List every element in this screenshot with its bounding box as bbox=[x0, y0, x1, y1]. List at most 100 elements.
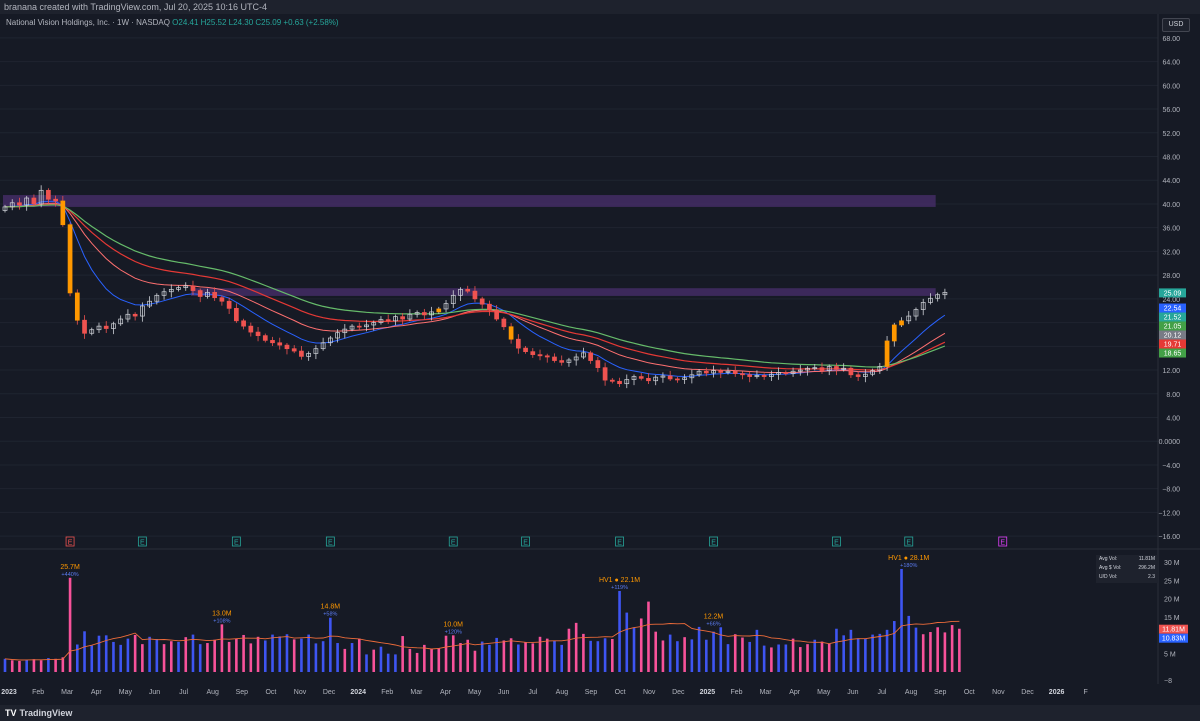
volume-bar bbox=[162, 644, 166, 672]
candle-body bbox=[82, 319, 87, 334]
candle-body bbox=[566, 359, 572, 363]
price-tick-label: 28.00 bbox=[1162, 273, 1180, 280]
volume-bar bbox=[849, 629, 853, 672]
volume-bar bbox=[618, 590, 621, 672]
volume-bar bbox=[235, 639, 238, 672]
volume-bar bbox=[958, 628, 961, 672]
earnings-marker-box bbox=[521, 536, 530, 547]
candle-body bbox=[667, 375, 673, 380]
volume-bar bbox=[18, 661, 21, 672]
candle-body bbox=[884, 340, 890, 367]
volume-annotation-value: 13.0M bbox=[212, 610, 232, 617]
volume-bar bbox=[813, 639, 817, 672]
volume-bar bbox=[864, 639, 867, 672]
candle-body bbox=[928, 297, 933, 303]
time-tick-label: Mar bbox=[61, 689, 74, 696]
candle-body bbox=[515, 338, 521, 349]
earnings-marker-box bbox=[231, 536, 241, 547]
price-label-bg bbox=[1159, 321, 1186, 331]
price-volume-chart[interactable]: E E E E E E E E E E E 25.7M+440% 13.0M+108% 14.8M+58… bbox=[0, 14, 1200, 705]
volume-bar bbox=[827, 643, 831, 672]
price-axis[interactable]: 68.00 64.00 60.00 56.00 52.00 48.00 44.00 40.00… bbox=[1158, 36, 1180, 541]
candle-body bbox=[682, 377, 687, 380]
volume-bar bbox=[10, 660, 14, 672]
earnings-marker-box bbox=[998, 536, 1008, 547]
volume-bar bbox=[820, 641, 824, 672]
volume-average-line bbox=[4, 620, 960, 661]
volume-bar bbox=[950, 625, 954, 672]
candle-body bbox=[675, 378, 680, 381]
volume-bar bbox=[90, 645, 94, 672]
time-tick-label: Sep bbox=[585, 689, 598, 696]
time-tick-label: Mar bbox=[410, 689, 423, 696]
earnings-marker: E bbox=[140, 540, 145, 547]
volume-bar bbox=[292, 639, 296, 672]
currency-button[interactable]: USD bbox=[1162, 18, 1190, 32]
volume-bar bbox=[133, 634, 137, 672]
volume-bar bbox=[97, 635, 101, 672]
symbol-name: National Vision Holdings, Inc. · 1W · NA… bbox=[6, 18, 170, 27]
grid-lines bbox=[0, 14, 1200, 690]
volume-bar bbox=[661, 640, 665, 672]
candle-body bbox=[769, 373, 774, 377]
price-label: 18.65 bbox=[1164, 351, 1182, 358]
time-tick-label: Dec bbox=[323, 689, 336, 696]
volume-bar bbox=[596, 641, 600, 672]
earnings-marker: E bbox=[328, 540, 333, 547]
candle-body bbox=[96, 325, 102, 331]
price-tick-label: 8.00 bbox=[1166, 392, 1180, 399]
candle-body bbox=[501, 318, 507, 328]
candle-body bbox=[906, 315, 912, 322]
time-axis[interactable]: 2023 Feb Mar Apr May Jun Jul Aug Sep Oct Nov Dec 202… bbox=[0, 684, 1200, 705]
candle-body bbox=[559, 360, 565, 363]
time-tick-label: Jun bbox=[847, 689, 858, 696]
price-label-bg bbox=[1159, 288, 1186, 298]
volume-bar bbox=[47, 658, 50, 672]
volume-bar bbox=[83, 631, 86, 672]
earnings-marker: E bbox=[234, 540, 239, 547]
time-tick-label: Apr bbox=[440, 689, 452, 696]
candle-body bbox=[595, 360, 601, 369]
volume-bar bbox=[914, 627, 918, 672]
volume-bar bbox=[365, 654, 368, 672]
volume-bar bbox=[488, 644, 491, 672]
candle-body bbox=[31, 197, 37, 205]
candle-body bbox=[718, 370, 724, 373]
time-tick-label: Apr bbox=[91, 689, 103, 696]
tradingview-logo[interactable]: TV TradingView bbox=[5, 705, 72, 721]
volume-bar bbox=[126, 638, 130, 672]
volume-annotation-percent: +120% bbox=[445, 629, 462, 635]
price-label: 21.52 bbox=[1164, 315, 1182, 322]
earnings-marker-box bbox=[137, 536, 147, 547]
volume-bar bbox=[509, 638, 513, 672]
candle-body bbox=[371, 322, 377, 326]
volume-bar bbox=[777, 644, 780, 672]
volume-bar bbox=[473, 650, 477, 672]
volume-annotation-value: 10.0M bbox=[444, 621, 464, 628]
volume-bar bbox=[835, 628, 838, 672]
candle-body bbox=[118, 318, 124, 325]
time-tick-label: Jun bbox=[149, 689, 160, 696]
volume-annotation-percent: +66% bbox=[706, 621, 720, 627]
volume-bar bbox=[61, 657, 65, 672]
candle-body bbox=[740, 373, 745, 376]
candle-body bbox=[443, 303, 449, 310]
volume-bar bbox=[878, 633, 882, 672]
earnings-marker-box bbox=[325, 536, 335, 547]
volume-tick-label: 20 M bbox=[1164, 597, 1180, 604]
volume-bar bbox=[907, 615, 911, 672]
candle-body bbox=[74, 292, 80, 321]
time-tick-label: Jul bbox=[878, 689, 887, 696]
price-label-bg bbox=[1159, 339, 1186, 349]
candle-body bbox=[848, 367, 854, 376]
candle-body bbox=[588, 352, 593, 361]
volume-bar bbox=[748, 641, 751, 672]
price-tick-label: 4.00 bbox=[1166, 416, 1180, 423]
price-label-bg bbox=[1159, 303, 1186, 313]
volume-axis[interactable]: 30 M 25 M 20 M 15 M 5 M −8 bbox=[1164, 560, 1180, 685]
price-tick-label: 40.00 bbox=[1162, 202, 1180, 209]
candle-body bbox=[313, 348, 319, 354]
candle-body bbox=[147, 300, 152, 307]
volume-bar bbox=[278, 636, 282, 672]
candle-body bbox=[89, 329, 95, 334]
